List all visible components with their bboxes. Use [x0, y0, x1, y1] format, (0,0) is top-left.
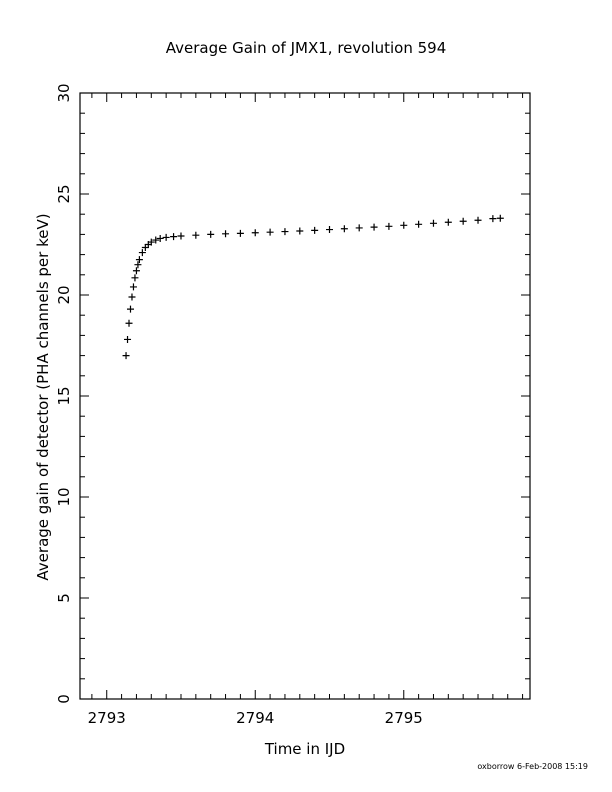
data-point — [415, 220, 423, 228]
data-point — [126, 305, 134, 313]
data-point — [141, 244, 149, 252]
y-axis-label: Average gain of detector (PHA channels p… — [34, 213, 52, 580]
plot-frame — [79, 92, 531, 700]
data-point — [122, 352, 130, 360]
data-point — [281, 228, 289, 236]
data-point — [444, 218, 452, 226]
data-point — [370, 223, 378, 231]
data-point — [132, 267, 140, 275]
x-tick-label: 2794 — [236, 709, 274, 727]
data-point — [192, 231, 200, 239]
data-point — [326, 226, 334, 234]
y-tick-label: 15 — [55, 386, 73, 405]
y-tick-label: 10 — [55, 487, 73, 506]
data-point — [474, 216, 482, 224]
x-tick-label: 2795 — [385, 709, 423, 727]
data-point — [296, 227, 304, 235]
data-point — [128, 293, 136, 301]
data-point — [222, 230, 230, 238]
data-point — [162, 233, 170, 241]
data-point — [489, 215, 497, 223]
data-point — [177, 232, 185, 240]
data-point — [385, 222, 393, 230]
y-tick-label: 20 — [55, 285, 73, 304]
axis-tick-labels: 0 5 10 15 20 25 30 2793 2794 2795 — [55, 83, 423, 727]
data-point — [236, 229, 244, 237]
data-point — [311, 226, 319, 234]
data-point — [125, 319, 133, 327]
y-tick-label: 0 — [55, 694, 73, 704]
x-axis-label: Time in IJD — [264, 740, 345, 758]
y-tick-label: 5 — [55, 593, 73, 603]
data-point — [429, 219, 437, 227]
data-point — [138, 249, 146, 257]
axis-ticks — [80, 92, 530, 700]
data-point — [134, 261, 142, 269]
data-point — [135, 256, 143, 264]
x-tick-label: 2793 — [88, 709, 126, 727]
data-point — [131, 274, 139, 282]
data-points — [122, 214, 504, 360]
data-point — [496, 214, 504, 222]
data-point — [266, 228, 274, 236]
footer-stamp: oxborrow 6-Feb-2008 15:19 — [477, 762, 588, 771]
data-point — [152, 236, 160, 244]
chart-title: Average Gain of JMX1, revolution 594 — [166, 39, 447, 57]
data-point — [340, 225, 348, 233]
data-point — [251, 229, 259, 237]
data-point — [156, 234, 164, 242]
data-point — [207, 230, 215, 238]
data-point — [459, 217, 467, 225]
data-point — [124, 335, 132, 343]
y-tick-label: 25 — [55, 184, 73, 203]
data-point — [170, 233, 178, 241]
y-tick-label: 30 — [55, 83, 73, 102]
data-point — [400, 221, 408, 229]
data-point — [147, 238, 155, 246]
data-point — [355, 224, 363, 232]
data-point — [129, 283, 137, 291]
